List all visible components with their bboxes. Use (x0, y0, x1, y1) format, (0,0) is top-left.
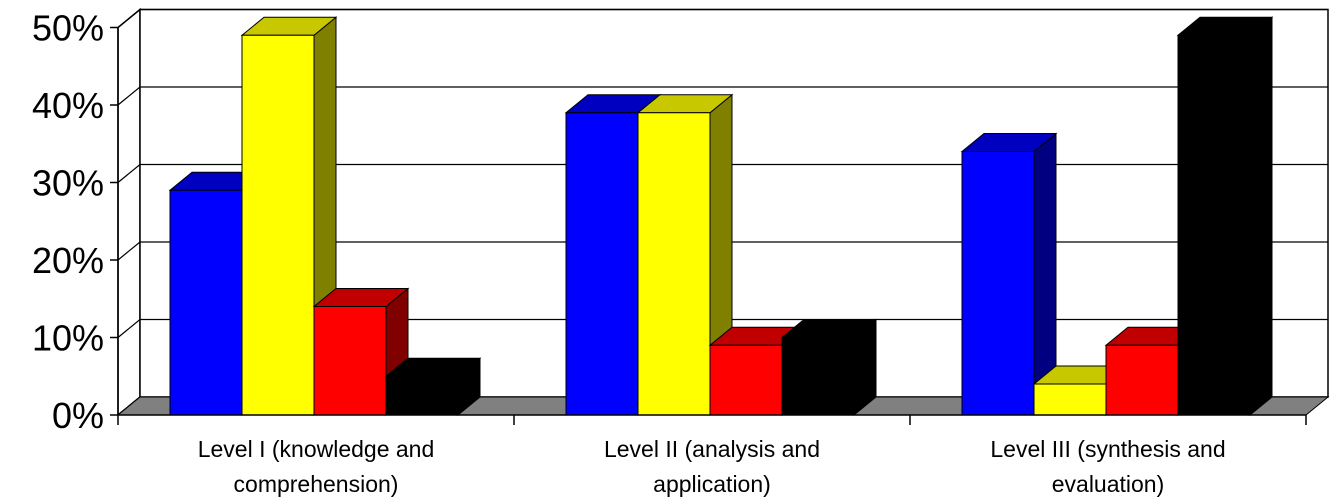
bar (637, 112, 711, 416)
axes (110, 26, 1307, 425)
gridline (117, 163, 1328, 183)
bar (169, 189, 243, 416)
bar (961, 151, 1035, 416)
gridline (117, 241, 1328, 261)
x-tick-label: evaluation) (1052, 471, 1165, 497)
gridlines (117, 8, 1328, 416)
gridline (117, 318, 1328, 338)
gridline (117, 86, 1328, 106)
bar-side (1249, 16, 1273, 417)
x-tick-label: Level III (synthesis and (990, 436, 1225, 462)
x-tick-label: Level II (analysis and (604, 436, 820, 462)
bars (168, 16, 1274, 417)
bar (1105, 344, 1179, 416)
x-tick-label: comprehension) (234, 471, 399, 497)
x-axis-labels: Level I (knowledge and comprehension) Leve… (198, 436, 1226, 497)
bar (1033, 383, 1107, 416)
side-wall (117, 7, 141, 417)
bar (781, 337, 855, 416)
y-tick-label: 10% (32, 318, 104, 359)
y-tick-label: 20% (32, 240, 104, 281)
y-tick-label: 0% (52, 395, 104, 436)
bar (1177, 34, 1251, 416)
bar (313, 306, 387, 416)
y-tick-label: 30% (32, 163, 104, 204)
x-tick-label: Level I (knowledge and (198, 436, 435, 462)
x-tick-label: application) (653, 471, 771, 497)
bar (241, 34, 315, 416)
y-tick-label: 50% (32, 8, 104, 49)
bar (709, 344, 783, 416)
y-tick-label: 40% (32, 85, 104, 126)
bar (565, 112, 639, 416)
y-axis-ticks: 0% 10% 20% 30% 40% 50% (32, 8, 104, 437)
bar (385, 375, 459, 416)
gridline (117, 8, 1328, 28)
